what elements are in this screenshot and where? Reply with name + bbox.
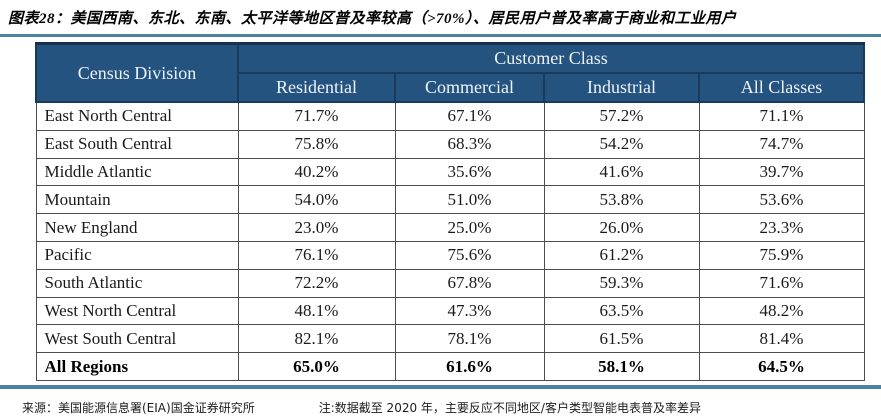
- division-cell: West North Central: [35, 296, 239, 326]
- value-cell: 61.2%: [543, 240, 700, 270]
- table-row: East North Central 71.7% 67.1% 57.2% 71.1%: [35, 101, 865, 131]
- value-cell: 61.5%: [543, 324, 700, 354]
- value-cell: 57.2%: [543, 101, 700, 131]
- value-cell: 26.0%: [543, 213, 700, 242]
- value-cell: 72.2%: [237, 268, 396, 298]
- group-header-row: Census Division Customer Class: [35, 42, 866, 103]
- division-cell: Pacific: [35, 240, 239, 270]
- division-cell: South Atlantic: [35, 268, 239, 298]
- division-cell: All Regions: [35, 352, 239, 381]
- value-cell: 71.7%: [237, 101, 396, 131]
- value-cell: 41.6%: [543, 157, 700, 187]
- division-cell: East North Central: [35, 101, 239, 131]
- table-row: West North Central 48.1% 47.3% 63.5% 48.2%: [35, 296, 865, 326]
- value-cell: 25.0%: [394, 213, 545, 242]
- table-row: Mountain 54.0% 51.0% 53.8% 53.6%: [35, 185, 865, 215]
- value-cell: 74.7%: [698, 129, 865, 159]
- division-cell: East South Central: [35, 129, 239, 159]
- bottom-divider-rule: [0, 384, 881, 389]
- value-cell: 68.3%: [394, 129, 545, 159]
- column-header-residential: Residential: [237, 72, 396, 103]
- table-wrap: Census Division Customer Class Residenti…: [35, 42, 881, 381]
- value-cell: 54.2%: [543, 129, 700, 159]
- table-row: West South Central 82.1% 78.1% 61.5% 81.4%: [35, 324, 865, 354]
- value-cell: 61.6%: [394, 352, 545, 381]
- table-row: South Atlantic 72.2% 67.8% 59.3% 71.6%: [35, 268, 865, 298]
- value-cell: 82.1%: [237, 324, 396, 354]
- value-cell: 58.1%: [543, 352, 700, 381]
- value-cell: 65.0%: [237, 352, 396, 381]
- figure-title: 图表28：美国西南、东北、东南、太平洋等地区普及率较高（>70%）、居民用户普及…: [8, 11, 737, 27]
- value-cell: 54.0%: [237, 185, 396, 215]
- table-row: Middle Atlantic 40.2% 35.6% 41.6% 39.7%: [35, 157, 865, 187]
- value-cell: 48.2%: [698, 296, 865, 326]
- value-cell: 39.7%: [698, 157, 865, 187]
- all-regions-row: All Regions 65.0% 61.6% 58.1% 64.5%: [35, 352, 865, 381]
- value-cell: 78.1%: [394, 324, 545, 354]
- value-cell: 71.1%: [698, 101, 865, 131]
- value-cell: 35.6%: [394, 157, 545, 187]
- title-divider-rule: [0, 34, 881, 37]
- column-header-industrial: Industrial: [543, 72, 700, 103]
- value-cell: 53.6%: [698, 185, 865, 215]
- census-division-header: Census Division: [35, 42, 239, 103]
- value-cell: 23.3%: [698, 213, 865, 242]
- table-row: New England 23.0% 25.0% 26.0% 23.3%: [35, 213, 865, 242]
- value-cell: 75.9%: [698, 240, 865, 270]
- table-header: Census Division Customer Class Residenti…: [35, 42, 866, 103]
- column-header-commercial: Commercial: [394, 72, 545, 103]
- value-cell: 75.6%: [394, 240, 545, 270]
- note-text: 注:数据截至 2020 年，主要反应不同地区/客户类型智能电表普及率差异: [318, 400, 701, 415]
- value-cell: 71.6%: [698, 268, 865, 298]
- value-cell: 48.1%: [237, 296, 396, 326]
- table-row: Pacific 76.1% 75.6% 61.2% 75.9%: [35, 240, 865, 270]
- column-header-all-classes: All Classes: [697, 72, 866, 103]
- value-cell: 76.1%: [237, 240, 396, 270]
- value-cell: 53.8%: [543, 185, 700, 215]
- value-cell: 59.3%: [543, 268, 700, 298]
- value-cell: 81.4%: [698, 324, 865, 354]
- value-cell: 67.1%: [394, 101, 545, 131]
- division-cell: West South Central: [35, 324, 239, 354]
- smart-meter-penetration-table: Census Division Customer Class Residenti…: [35, 42, 866, 381]
- division-cell: Middle Atlantic: [35, 157, 239, 187]
- division-cell: New England: [35, 213, 239, 242]
- source-text: 来源：美国能源信息署(EIA)国金证券研究所: [22, 400, 255, 415]
- value-cell: 23.0%: [237, 213, 396, 242]
- column-header-row: Residential Commercial Industrial All Class…: [36, 72, 866, 103]
- value-cell: 40.2%: [237, 157, 396, 187]
- value-cell: 75.8%: [237, 129, 396, 159]
- value-cell: 47.3%: [394, 296, 545, 326]
- value-cell: 51.0%: [394, 185, 545, 215]
- value-cell: 67.8%: [394, 268, 545, 298]
- figure-footer: 来源：美国能源信息署(EIA)国金证券研究所 注:数据截至 2020 年，主要反…: [22, 399, 881, 416]
- customer-class-group-header: Customer Class: [236, 42, 866, 74]
- table-row: East South Central 75.8% 68.3% 54.2% 74.7%: [35, 129, 865, 159]
- table-body: East North Central 71.7% 67.1% 57.2% 71.1% Ea…: [35, 101, 865, 381]
- value-cell: 64.5%: [698, 352, 865, 381]
- division-cell: Mountain: [35, 185, 239, 215]
- value-cell: 63.5%: [543, 296, 700, 326]
